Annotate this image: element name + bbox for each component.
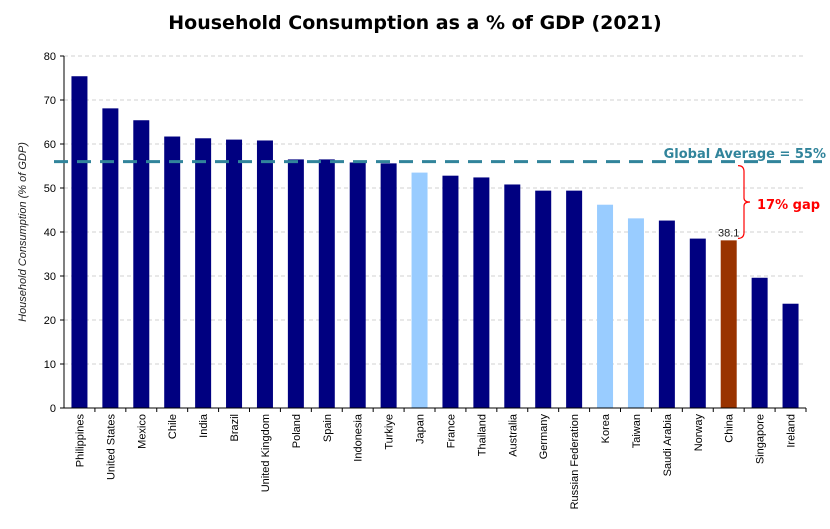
x-tick-label: Norway (693, 414, 705, 452)
y-axis-label: Household Consumption (% of GDP) (17, 142, 29, 322)
y-axis: 0 10 20 30 40 50 60 70 80 (44, 51, 65, 415)
x-tick-label: United States (105, 414, 117, 481)
bar-united-kingdom (256, 140, 273, 409)
chart-title: Household Consumption as a % of GDP (202… (168, 12, 661, 34)
bar-norway (689, 238, 706, 408)
x-tick-label: Turkiye (384, 414, 396, 450)
x-tick-label: China (724, 413, 736, 443)
bar-turkiye (380, 163, 397, 408)
gap-label: 17% gap (757, 198, 820, 213)
x-tick-label: Japan (415, 414, 427, 444)
y-tick-label: 10 (44, 359, 56, 371)
bar-saudi-arabia (658, 220, 675, 408)
x-tick-label: India (198, 413, 210, 438)
bar-korea (597, 204, 614, 408)
x-tick-label: Ireland (786, 414, 798, 448)
bar-united-states (102, 108, 119, 409)
bars: 38.1 (71, 76, 799, 409)
x-tick-label: Mexico (136, 414, 148, 449)
bar-australia (504, 184, 521, 408)
x-tick-label: Poland (291, 414, 303, 448)
x-tick-label: United Kingdom (260, 414, 272, 492)
y-tick-label: 50 (44, 183, 56, 195)
bar-japan (411, 172, 428, 408)
bar-taiwan (627, 218, 644, 408)
y-tick-label: 0 (50, 403, 56, 415)
bar-germany (535, 190, 552, 408)
y-tick-label: 80 (44, 51, 56, 63)
bar-poland (287, 159, 304, 408)
gridlines (64, 55, 806, 365)
x-tick-label: France (445, 414, 457, 448)
bar-spain (318, 159, 335, 408)
x-tick-label: Russian Federation (569, 414, 581, 509)
bar-indonesia (349, 162, 366, 408)
y-tick-label: 60 (44, 139, 56, 151)
y-tick-label: 40 (44, 227, 56, 239)
bar-chile (164, 136, 181, 408)
bar-mexico (133, 120, 150, 409)
x-tick-label: Australia (507, 413, 519, 457)
bar-ireland (782, 303, 799, 408)
x-axis: Philippines United States Mexico Chile India… (64, 407, 807, 509)
global-average-label: Global Average = 55% (664, 147, 826, 162)
gap-bracket (737, 165, 751, 239)
x-tick-label: Germany (538, 414, 550, 460)
x-tick-label: Philippines (74, 414, 86, 468)
y-tick-label: 70 (44, 95, 56, 107)
bar-india (195, 138, 212, 408)
data-label: 38.1 (718, 227, 739, 239)
x-tick-label: Singapore (755, 414, 767, 464)
y-tick-label: 30 (44, 271, 56, 283)
bar-china (720, 240, 737, 408)
x-tick-label: Korea (600, 413, 612, 443)
x-tick-label: Saudi Arabia (662, 413, 674, 476)
y-tick-label: 20 (44, 315, 56, 327)
x-tick-label: Taiwan (631, 414, 643, 448)
bar-thailand (473, 177, 490, 408)
x-tick-label: Spain (322, 414, 334, 442)
bar-brazil (226, 139, 243, 408)
bracket (737, 165, 751, 239)
x-tick-label: Thailand (476, 414, 488, 456)
x-tick-label: Indonesia (353, 413, 365, 462)
x-tick-label: Chile (167, 414, 179, 439)
bar-france (442, 175, 459, 408)
bar-russian-federation (566, 190, 583, 408)
x-tick-label: Brazil (229, 414, 241, 442)
bar-philippines (71, 76, 88, 409)
bar-singapore (751, 277, 768, 408)
